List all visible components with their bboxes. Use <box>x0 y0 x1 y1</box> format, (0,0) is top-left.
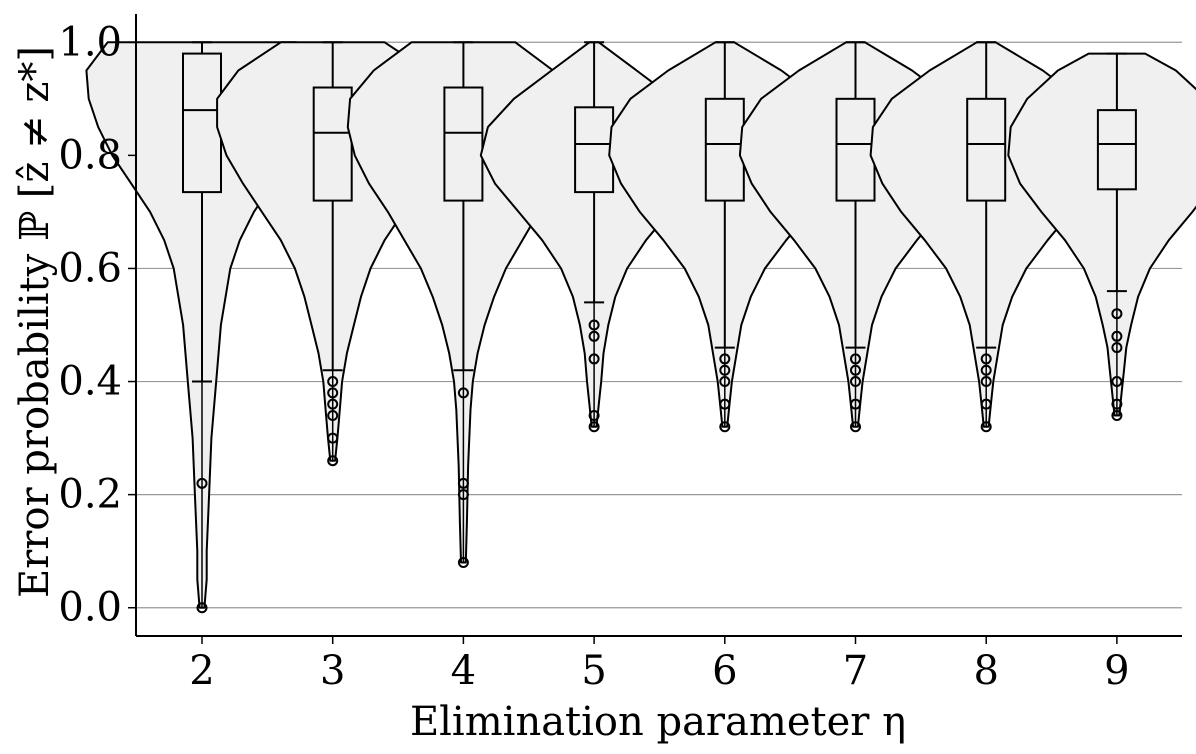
outlier-point <box>980 353 992 365</box>
box <box>182 52 222 194</box>
outlier-point <box>719 364 731 376</box>
outlier-point <box>850 398 861 410</box>
outlier-point <box>980 376 992 388</box>
outlier-point <box>850 376 861 388</box>
outlier-point <box>457 477 469 489</box>
outlier-point <box>980 421 992 433</box>
outlier-point <box>719 398 731 410</box>
outlier-point <box>719 376 731 388</box>
outlier-point <box>1111 308 1123 320</box>
axes <box>128 14 1182 644</box>
outlier-point <box>196 477 208 489</box>
box <box>835 97 876 202</box>
outlier-point <box>588 409 600 421</box>
outlier-point <box>719 421 731 433</box>
outlier-point <box>850 353 861 365</box>
outlier-point <box>980 364 992 376</box>
outlier-point <box>980 398 992 410</box>
y-tick-label: 0.6 <box>58 245 122 291</box>
violins <box>85 41 1196 614</box>
outlier-point <box>327 398 339 410</box>
tick-labels: 0.0 0.2 0.4 0.6 0.8 1.0 2 3 4 5 6 7 8 9 <box>58 19 1129 694</box>
outlier-point <box>588 319 600 331</box>
outlier-point <box>1111 330 1123 342</box>
y-tick-label: 0.0 <box>58 585 122 631</box>
outlier-point <box>457 556 469 568</box>
x-tick-label: 4 <box>451 648 476 694</box>
outlier-point <box>1111 342 1123 354</box>
violin-group-9 <box>1007 52 1196 421</box>
box <box>1096 109 1137 191</box>
outlier-point <box>327 409 339 421</box>
outlier-point <box>327 455 339 467</box>
x-tick-label: 3 <box>320 648 345 694</box>
outlier-point <box>588 330 600 342</box>
y-axis-title: Error probability ℙ [ẑ ≠ z*] <box>12 46 58 598</box>
box <box>574 106 615 194</box>
outlier-point <box>457 489 469 501</box>
outlier-point <box>719 353 731 365</box>
outlier-point <box>457 387 469 399</box>
x-tick-label: 7 <box>843 648 868 694</box>
x-tick-label: 6 <box>712 648 737 694</box>
outlier-point <box>1111 409 1123 421</box>
outlier-point <box>327 432 339 444</box>
box <box>443 86 484 202</box>
y-tick-label: 0.8 <box>58 132 122 178</box>
x-tick-label: 5 <box>581 648 606 694</box>
outlier-point <box>1111 398 1123 410</box>
y-tick-label: 0.4 <box>58 359 122 405</box>
x-tick-label: 9 <box>1104 648 1129 694</box>
x-tick-label: 8 <box>973 648 998 694</box>
outlier-point <box>1111 376 1123 388</box>
outlier-point <box>588 421 600 433</box>
box <box>704 97 745 202</box>
box <box>312 86 353 202</box>
violin-body <box>1007 52 1196 417</box>
y-tick-label: 1.0 <box>58 19 122 65</box>
outlier-point <box>196 602 208 614</box>
y-tick-label: 0.2 <box>58 472 122 518</box>
outlier-point <box>850 364 861 376</box>
outlier-point <box>588 353 600 365</box>
outlier-point <box>327 387 339 399</box>
x-tick-label: 2 <box>189 648 214 694</box>
x-axis-title: Elimination parameter η <box>410 699 906 745</box>
outlier-point <box>850 421 861 433</box>
box <box>966 97 1007 202</box>
outlier-point <box>327 376 339 388</box>
